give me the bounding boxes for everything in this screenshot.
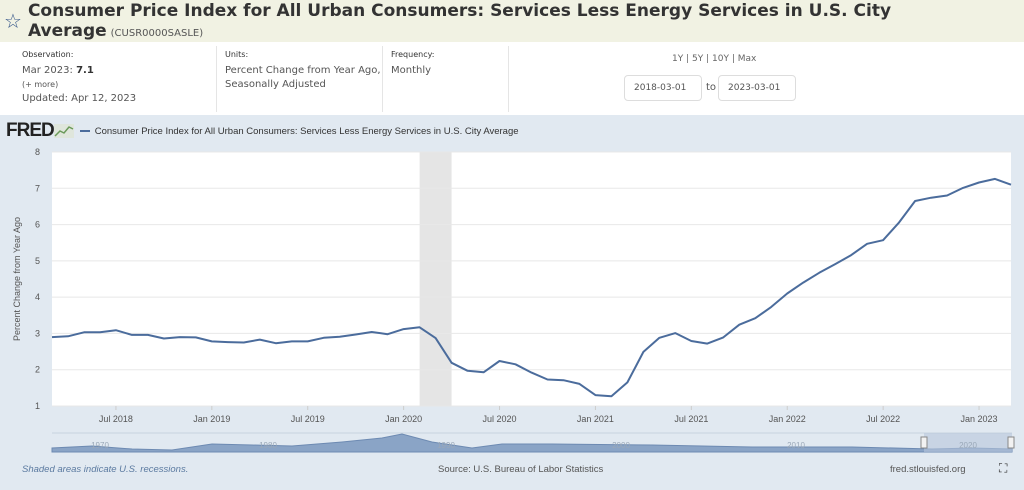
- y-tick-label: 2: [35, 365, 40, 375]
- x-tick-label: Jan 2021: [577, 414, 614, 424]
- navigator-label: 2010: [787, 441, 805, 450]
- range-10y[interactable]: 10Y: [712, 54, 729, 64]
- y-tick-label: 4: [35, 292, 40, 302]
- y-tick-label: 3: [35, 328, 40, 338]
- navigator-selection: [924, 433, 1012, 452]
- units-value-1: Percent Change from Year Ago,: [225, 65, 381, 76]
- plot-background: [52, 152, 1011, 406]
- recession-note: Shaded areas indicate U.S. recessions.: [22, 464, 189, 475]
- navigator-area: [51, 433, 1013, 453]
- observation-date: Mar 2023:: [22, 65, 73, 76]
- site-link[interactable]: fred.stlouisfed.org: [890, 464, 966, 475]
- legend-label: Consumer Price Index for All Urban Consu…: [94, 125, 519, 137]
- series-title: Consumer Price Index for All Urban Consu…: [27, 1, 892, 41]
- navigator-label: 1970: [91, 441, 109, 450]
- x-tick-label: Jan 2019: [193, 414, 230, 424]
- range-5y[interactable]: 5Y: [692, 54, 704, 64]
- range-max[interactable]: Max: [737, 54, 757, 64]
- recession-band: [419, 152, 452, 406]
- updated-date: Updated: Apr 12, 2023: [22, 93, 137, 104]
- frequency-label: Frequency:: [391, 50, 435, 59]
- y-tick-label: 1: [35, 401, 40, 411]
- start-date-input[interactable]: [624, 75, 702, 101]
- page-title: Consumer Price Index for All Urban Consu…: [28, 1, 1024, 41]
- chart-legend: FRED Consumer Price Index for All Urban …: [6, 120, 519, 142]
- x-tick-label: Jan 2022: [769, 414, 806, 424]
- y-tick-label: 8: [35, 147, 40, 157]
- legend-line-swatch: [79, 130, 90, 132]
- observation-block: Observation: Mar 2023: 7.1 (+ more) Upda…: [22, 48, 136, 106]
- navigator-label: 1990: [437, 441, 455, 450]
- source-label: Source: U.S. Bureau of Labor Statistics: [438, 464, 604, 475]
- x-tick-label: Jul 2022: [866, 414, 900, 424]
- units-label: Units:: [225, 50, 249, 59]
- frequency-block: Frequency: Monthly: [391, 48, 434, 78]
- x-tick-label: Jul 2019: [291, 414, 325, 424]
- navigator-handle[interactable]: [1007, 436, 1015, 449]
- range-selector: 1Y | 5Y | 10Y | Max: [672, 54, 757, 64]
- to-label: to: [706, 82, 717, 93]
- y-tick-label: 5: [35, 256, 40, 266]
- line-chart[interactable]: 1 2 3 4 5 6 7 8 Jul 2018 Jan 2019 Jul 2019 Jan 2020…: [0, 115, 1024, 460]
- fullscreen-icon[interactable]: ⛶: [999, 461, 1008, 475]
- x-tick-label: Jan 2023: [961, 414, 998, 424]
- y-axis-label: Percent Change from Year Ago: [12, 217, 22, 341]
- info-panel: Observation: Mar 2023: 7.1 (+ more) Upda…: [0, 42, 1024, 115]
- divider: [508, 46, 509, 112]
- navigator-label: 2000: [612, 441, 630, 450]
- units-value-2: Seasonally Adjusted: [225, 79, 326, 90]
- fred-chart-icon: [53, 124, 74, 138]
- x-tick-label: Jan 2020: [385, 414, 422, 424]
- series-line: [51, 177, 1012, 398]
- star-icon[interactable]: ☆: [4, 9, 22, 33]
- title-bar: ☆ Consumer Price Index for All Urban Con…: [0, 0, 1024, 42]
- navigator-label: 2020: [959, 441, 977, 450]
- x-tick-label: Jul 2018: [99, 414, 133, 424]
- navigator-handle[interactable]: [920, 436, 928, 449]
- series-id: (CUSR0000SASLE): [110, 28, 204, 39]
- units-block: Units: Percent Change from Year Ago, Sea…: [225, 48, 381, 92]
- observation-label: Observation:: [22, 50, 74, 59]
- fred-logo: FRED: [6, 120, 55, 141]
- observation-value: 7.1: [76, 65, 94, 76]
- divider: [216, 46, 217, 112]
- y-tick-label: 6: [35, 220, 40, 230]
- frequency-value: Monthly: [391, 65, 432, 76]
- more-link[interactable]: (+ more): [22, 80, 59, 89]
- chart-area: FRED Consumer Price Index for All Urban …: [0, 115, 1024, 490]
- x-tick-label: Jul 2020: [483, 414, 517, 424]
- navigator-label: 1980: [259, 441, 277, 450]
- x-tick-label: Jul 2021: [674, 414, 708, 424]
- range-1y[interactable]: 1Y: [672, 54, 684, 64]
- divider: [382, 46, 383, 112]
- y-tick-label: 7: [35, 183, 40, 193]
- end-date-input[interactable]: [718, 75, 796, 101]
